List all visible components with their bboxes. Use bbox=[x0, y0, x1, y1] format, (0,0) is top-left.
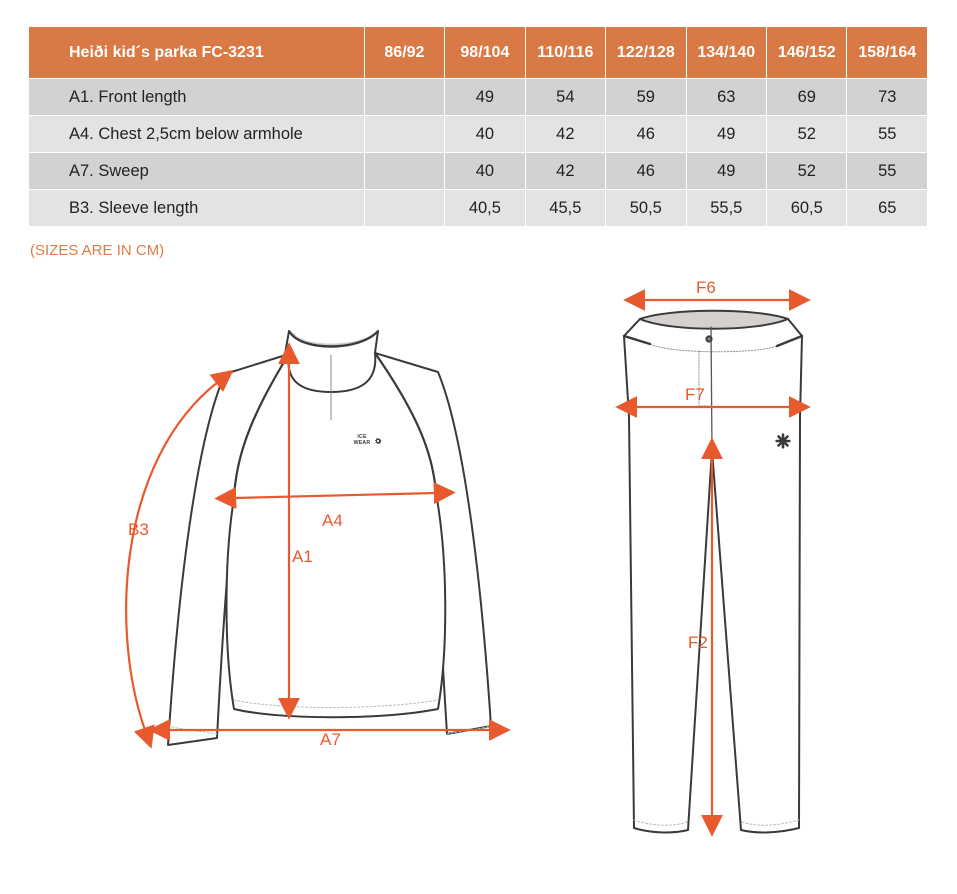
svg-text:A7: A7 bbox=[320, 730, 341, 749]
svg-text:WEAR: WEAR bbox=[354, 440, 371, 446]
svg-text:B3: B3 bbox=[128, 520, 149, 539]
svg-text:A1: A1 bbox=[292, 547, 313, 566]
svg-text:F6: F6 bbox=[696, 278, 716, 297]
svg-text:F7: F7 bbox=[685, 385, 705, 404]
svg-text:F2: F2 bbox=[688, 633, 708, 652]
svg-text:A4: A4 bbox=[322, 511, 343, 530]
